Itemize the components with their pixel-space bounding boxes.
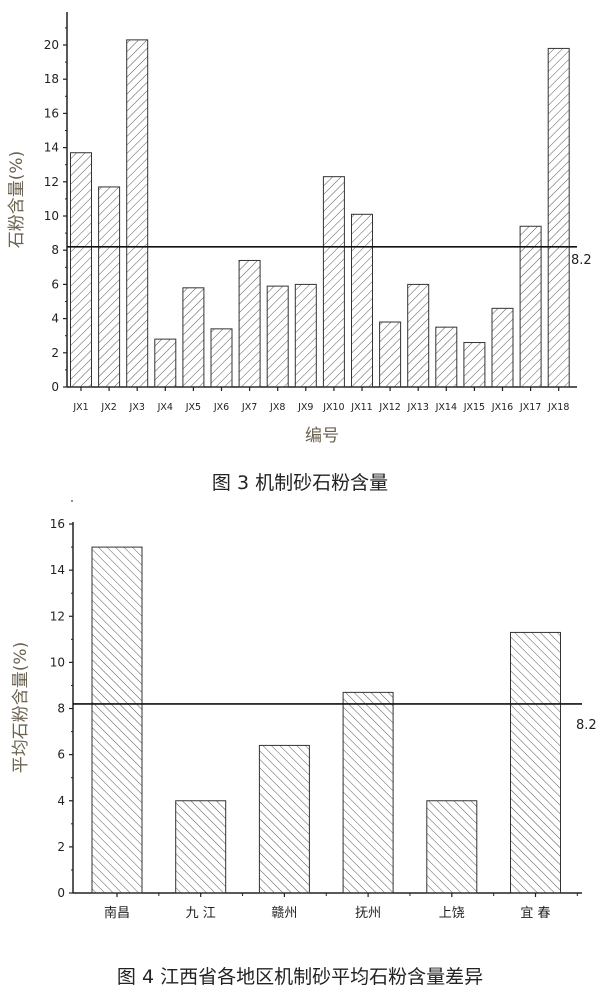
x-tick-label: JX5 [185,402,201,413]
y-tick-label: 14 [44,141,59,155]
x-tick-label: JX13 [406,402,428,413]
bar-JX18 [547,47,570,388]
x-tick-label: JX10 [322,402,344,413]
y-tick-label: 2 [51,346,59,360]
y-tick-label: 0 [51,380,59,394]
x-tick-label: 宜 春 [520,906,550,921]
x-tick-label: JX11 [350,402,372,413]
x-axis-label: 编号 [305,426,339,446]
reference-line-label: 8.2 [576,718,597,733]
y-tick-label: 4 [51,312,59,326]
x-tick-label: JX2 [100,402,116,413]
x-tick-label: JX14 [435,402,457,413]
reference-line-label: 8.2 [571,253,592,268]
y-tick-label: 12 [44,175,59,189]
bar-JX9 [294,283,317,388]
bar-JX14 [435,326,458,388]
x-tick-label: JX16 [491,402,513,413]
y-tick-label: 6 [57,748,65,762]
bar-南昌 [91,546,143,894]
y-tick-label: 18 [44,72,59,86]
x-tick-label: JX6 [213,402,229,413]
y-tick-label: 16 [50,517,65,531]
bar-JX2 [98,186,121,388]
x-tick-label: JX9 [297,402,313,413]
y-tick-label: 10 [50,655,65,669]
x-tick-label: 南昌 [104,905,130,921]
y-axis-label: 平均石粉含量(%) [11,642,31,773]
bar-JX13 [407,283,430,388]
x-tick-label: JX4 [157,402,173,413]
figure-3-caption: 图 3 机制砂石粉含量 [211,472,389,494]
bar-JX6 [210,328,233,388]
y-tick-label: 12 [50,609,65,623]
x-tick-label: 赣州 [271,906,297,921]
x-tick-label: 抚州 [355,906,381,921]
x-tick-label: 上饶 [439,906,465,921]
bar-赣州 [258,744,310,894]
bar-JX15 [463,342,486,388]
bar-JX3 [126,39,149,388]
x-tick-label: JX15 [463,402,485,413]
chart-stone-powder-content: 0 2 4 6 8 10 12 14 16 18 20 JX1 JX2 JX3 JX4 JX5 JX6 JX7 JX… [7,12,592,446]
y-tick-label: 2 [57,840,65,854]
bar-九江 [175,800,227,894]
bar-JX1 [70,152,92,388]
x-tick-label: JX17 [519,402,541,413]
y-tick-label: 16 [44,106,59,120]
x-tick-label: 九 江 [186,906,216,921]
y-axis-label: 石粉含量(%) [7,151,27,248]
chart-regional-average-stone-powder: 0 2 4 6 8 10 12 14 16 南昌 九 江 赣州 抚州 上饶 宜 春 8.2 平均石粉含量(%) [11,500,597,921]
bar-JX5 [182,287,205,388]
y-tick-label: 4 [57,794,65,808]
bar-宜春 [510,631,561,894]
y-tick-label: 14 [50,563,65,577]
x-tick-label: JX3 [129,402,145,413]
bar-JX12 [379,321,402,388]
x-tick-label: JX1 [72,402,88,413]
y-tick-label: 0 [57,886,65,900]
bar-上饶 [426,800,478,894]
y-tick-label: 8 [51,243,59,257]
bar-JX10 [322,176,345,388]
bar-JX7 [238,259,261,388]
y-tick-label: 8 [57,702,65,716]
x-tick-label: JX12 [378,402,400,413]
y-tick-label: 20 [44,38,59,52]
bar-JX8 [266,285,289,388]
bar-JX16 [491,307,514,388]
bar-JX11 [351,213,373,388]
figure-4-caption: 图 4 江西省各地区机制砂平均石粉含量差异 [116,966,484,988]
x-tick-label: JX7 [241,402,257,413]
bar-抚州 [342,691,394,894]
x-tick-label: JX8 [269,402,285,413]
bar-JX17 [519,225,542,388]
bar-JX4 [154,338,177,388]
x-tick-label: JX18 [547,402,569,413]
y-tick-label: 6 [51,277,59,291]
y-tick-label: 10 [44,209,59,223]
